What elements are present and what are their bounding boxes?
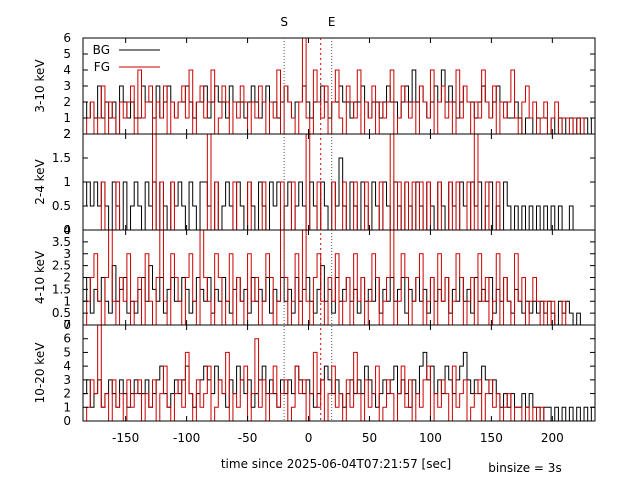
- legend-label-bg: BG: [93, 43, 110, 57]
- x-tick-label: 150: [480, 431, 503, 445]
- y-tick-label: 1: [63, 111, 71, 125]
- y-tick-label: 2: [63, 387, 71, 401]
- y-tick-label: 5: [63, 47, 71, 61]
- x-tick-label: 50: [362, 431, 377, 445]
- x-tick-label: 0: [305, 431, 313, 445]
- y-tick-label: 3: [63, 373, 71, 387]
- legend: BG FG: [93, 43, 160, 74]
- panel-frame: [82, 324, 596, 422]
- y-tick-label: 0: [63, 414, 71, 428]
- x-tick-label: -150: [112, 431, 139, 445]
- y-tick-label: 2: [63, 271, 71, 285]
- y-tick-label: 6: [63, 332, 71, 346]
- binsize-label: binsize = 3s: [488, 461, 561, 475]
- y-tick-label: 1.5: [52, 151, 71, 165]
- y-tick-label: 6: [63, 31, 71, 45]
- y-tick-label: 0.5: [52, 199, 71, 213]
- y-axis-label: 2-4 keV: [33, 158, 47, 204]
- y-tick-label: 3: [63, 247, 71, 261]
- y-tick-label: 4: [63, 359, 71, 373]
- y-tick-label: 1: [63, 175, 71, 189]
- panel-1: 2 1 2 3 4 5 6 3-10 keV: [33, 31, 596, 141]
- x-tick-label: -100: [173, 431, 200, 445]
- y-tick-label: 4: [63, 63, 71, 77]
- x-tick-label: 200: [541, 431, 564, 445]
- y-tick-label: 7: [63, 318, 71, 332]
- legend-label-fg: FG: [94, 60, 110, 74]
- y-tick-label: 3: [63, 79, 71, 93]
- y-axis-label: 4-10 keV: [33, 250, 47, 304]
- panel-2: 0 0.5 1 1.5 2 2-4 keV: [33, 127, 596, 237]
- y-tick-label: 2: [63, 127, 71, 141]
- series-line-fg-panel-3: [83, 229, 595, 326]
- y-axis-label: 10-20 keV: [33, 342, 47, 404]
- y-tick-label: 0.5: [52, 306, 71, 320]
- y-tick-label: 3.5: [52, 235, 71, 249]
- y-tick-label: 4: [63, 223, 71, 237]
- marker-label-e: E: [328, 15, 336, 29]
- y-tick-label: 0: [63, 318, 71, 332]
- x-tick-label: 100: [419, 431, 442, 445]
- y-axis-label: 3-10 keV: [33, 59, 47, 113]
- y-tick-label: 2: [63, 95, 71, 109]
- y-tick-label: 5: [63, 345, 71, 359]
- y-tick-label: 0: [63, 223, 71, 237]
- y-tick-label: 2.5: [52, 259, 71, 273]
- y-tick-label: 1: [63, 294, 71, 308]
- x-tick-label: -50: [238, 431, 258, 445]
- y-tick-label: 1: [63, 400, 71, 414]
- panel-3: 00.511.522.533.544-10 keV: [33, 223, 596, 332]
- y-tick-label: 1.5: [52, 282, 71, 296]
- marker-label-s: S: [280, 15, 288, 29]
- y-tick-label: 2: [63, 127, 71, 141]
- x-axis-label: time since 2025-06-04T07:21:57 [sec]: [221, 457, 451, 471]
